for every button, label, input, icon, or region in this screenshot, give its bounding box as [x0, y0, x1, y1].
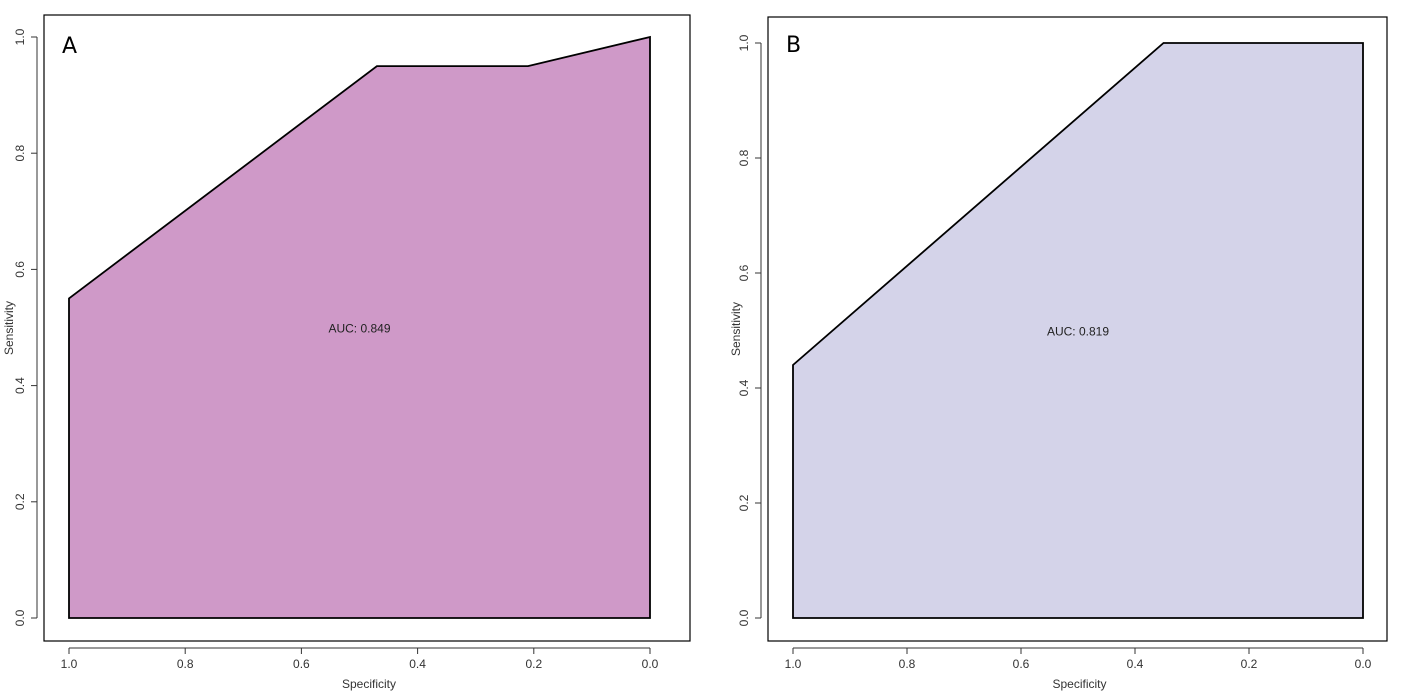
y-axis-title: Sensitivity: [2, 301, 16, 355]
roc-area: [68, 35, 651, 619]
x-tick-label: 0.4: [1127, 657, 1144, 671]
x-tick-label: 0.8: [177, 657, 194, 671]
y-tick-label: 0.8: [737, 149, 751, 166]
y-tick-label: 0.8: [13, 145, 27, 162]
y-tick-label: 0.2: [737, 494, 751, 511]
y-axis-title: Sensitivity: [729, 302, 743, 356]
y-tick-label: 0.6: [737, 264, 751, 281]
x-tick-label: 1.0: [61, 657, 78, 671]
x-tick-label: 0.2: [1241, 657, 1258, 671]
plot-frame: [43, 14, 691, 642]
auc-label: AUC: 0.849: [328, 322, 390, 336]
x-tick-label: 0.0: [642, 657, 659, 671]
x-tick-label: 0.4: [409, 657, 426, 671]
y-tick-label: 0.0: [737, 609, 751, 626]
y-tick-label: 0.6: [13, 261, 27, 278]
y-tick-label: 0.0: [13, 609, 27, 626]
y-tick-label: 0.2: [13, 493, 27, 510]
panel-a: 1.0 0.8 0.6 0.4 0.2 0.0 0.0 0.2 0.4 0.6 0.8 1.0 Spec…: [2, 14, 691, 691]
panel-letter: B: [786, 33, 801, 58]
panel-b: 1.0 0.8 0.6 0.4 0.2 0.0 0.0 0.2 0.4 0.6 0.8 1.0 Spec…: [729, 16, 1388, 691]
roc-area: [792, 42, 1364, 619]
x-axis-title: Specificity: [342, 677, 396, 691]
x-tick-label: 0.2: [525, 657, 542, 671]
auc-label: AUC: 0.819: [1047, 325, 1109, 339]
y-tick-label: 0.4: [737, 379, 751, 396]
x-tick-label: 0.6: [293, 657, 310, 671]
x-axis-title: Specificity: [1052, 677, 1106, 691]
panel-letter: A: [62, 34, 77, 59]
x-tick-label: 0.8: [899, 657, 916, 671]
x-tick-label: 0.6: [1013, 657, 1030, 671]
x-tick-label: 1.0: [785, 657, 802, 671]
y-tick-label: 1.0: [13, 28, 27, 45]
x-tick-label: 0.0: [1355, 657, 1372, 671]
plot-frame: [767, 16, 1388, 642]
y-tick-label: 0.4: [13, 377, 27, 394]
y-tick-label: 1.0: [737, 34, 751, 51]
